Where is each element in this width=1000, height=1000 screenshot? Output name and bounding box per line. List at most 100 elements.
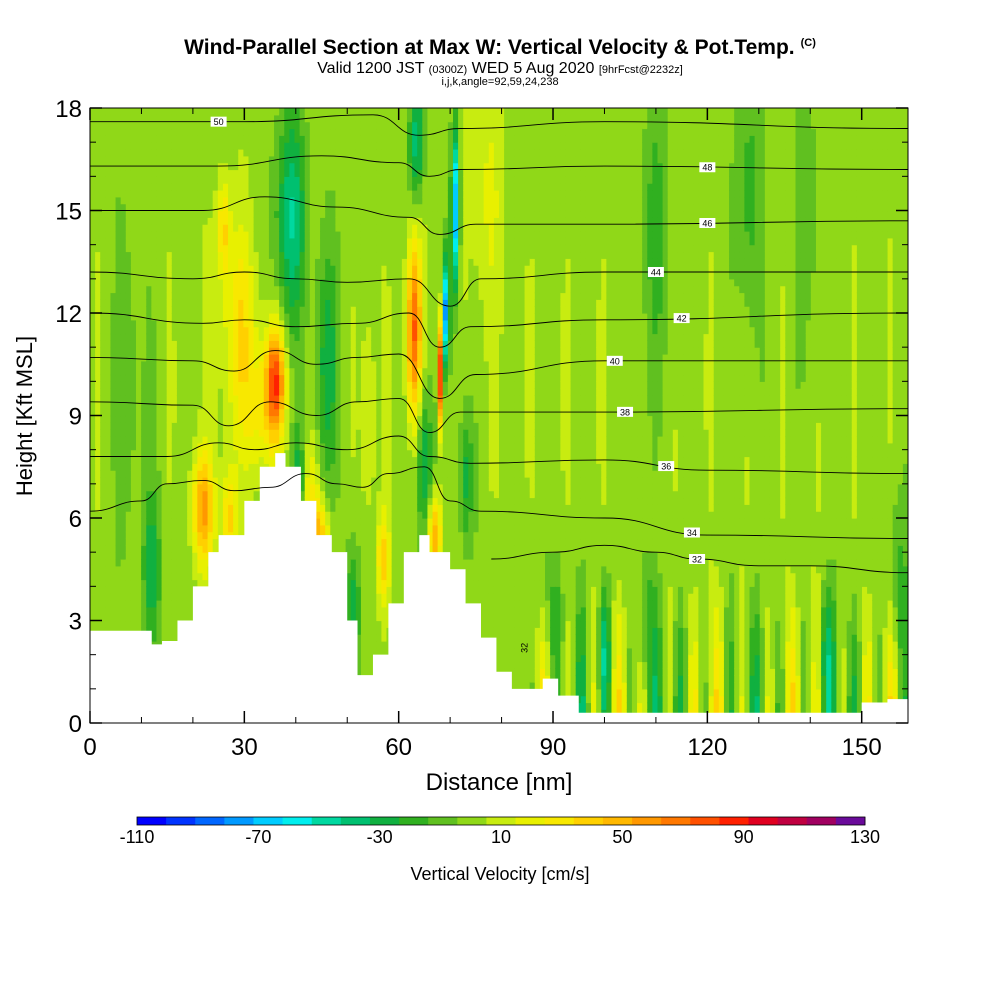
velocity-cell (130, 244, 137, 253)
velocity-cell (314, 135, 321, 143)
chart-title: Wind-Parallel Section at Max W: Vertical… (184, 36, 816, 59)
velocity-cell (171, 565, 178, 574)
velocity-cell (156, 422, 163, 430)
velocity-cell (330, 518, 336, 526)
velocity-cell (335, 190, 342, 198)
velocity-cell (202, 203, 209, 212)
velocity-cell (233, 313, 239, 321)
velocity-cell (360, 367, 367, 376)
velocity-cell (335, 231, 342, 239)
velocity-cell (330, 531, 336, 540)
velocity-cell (110, 463, 117, 471)
velocity-cell (238, 395, 244, 403)
velocity-cell (366, 285, 372, 294)
velocity-cell (95, 388, 101, 396)
velocity-cell (335, 183, 342, 191)
velocity-cell (371, 436, 377, 444)
velocity-cell (366, 319, 372, 328)
velocity-cell (222, 210, 229, 218)
velocity-cell (146, 429, 152, 437)
velocity-cell (284, 442, 290, 451)
velocity-cell (90, 593, 96, 601)
velocity-cell (360, 442, 367, 451)
velocity-cell (304, 456, 311, 464)
velocity-cell (125, 401, 132, 410)
velocity-cell (176, 470, 183, 478)
velocity-cell (263, 360, 270, 369)
velocity-cell (371, 593, 377, 601)
velocity-cell (355, 559, 362, 567)
velocity-cell (263, 162, 270, 171)
velocity-cell (146, 456, 152, 464)
velocity-cell (125, 395, 132, 403)
velocity-cell (125, 436, 132, 444)
velocity-cell (176, 497, 183, 505)
velocity-cell (182, 531, 188, 540)
velocity-cell (233, 162, 239, 171)
velocity-cell (95, 285, 101, 294)
velocity-cell (253, 149, 260, 157)
velocity-cell (212, 442, 219, 451)
velocity-cell (156, 190, 163, 198)
velocity-cell (130, 593, 137, 601)
velocity-cell (176, 176, 183, 184)
velocity-cell (335, 490, 342, 499)
velocity-cell (110, 278, 117, 287)
velocity-cell (212, 518, 219, 526)
velocity-cell (161, 613, 168, 622)
velocity-cell (263, 272, 270, 280)
velocity-cell (166, 408, 173, 417)
velocity-cell (212, 422, 219, 430)
velocity-cell (299, 231, 306, 239)
velocity-cell (279, 442, 285, 451)
velocity-cell (197, 210, 204, 218)
velocity-cell (284, 367, 290, 376)
velocity-cell (228, 149, 234, 157)
velocity-cell (284, 326, 290, 335)
velocity-cell (366, 518, 372, 526)
velocity-cell (304, 149, 311, 157)
velocity-cell (171, 272, 178, 280)
velocity-cell (146, 442, 152, 451)
velocity-cell (228, 463, 234, 471)
velocity-cell (176, 278, 183, 287)
velocity-cell (320, 333, 326, 341)
velocity-cell (325, 265, 331, 273)
velocity-cell (299, 415, 306, 423)
velocity-cell (304, 374, 311, 382)
velocity-cell (309, 374, 316, 382)
velocity-cell (360, 135, 367, 143)
velocity-cell (176, 606, 183, 615)
velocity-cell (360, 463, 367, 471)
velocity-cell (171, 552, 178, 560)
velocity-cell (355, 272, 362, 280)
velocity-cell (176, 442, 183, 451)
velocity-cell (146, 545, 152, 553)
velocity-cell (340, 183, 347, 191)
velocity-cell (202, 190, 209, 198)
velocity-cell (320, 347, 326, 355)
velocity-cell (156, 278, 163, 287)
velocity-cell (171, 231, 178, 239)
velocity-cell (151, 333, 158, 341)
velocity-cell (233, 190, 239, 198)
velocity-cell (325, 313, 331, 321)
velocity-cell (141, 395, 147, 403)
velocity-cell (141, 552, 147, 560)
velocity-cell (166, 169, 173, 177)
velocity-cell (355, 395, 362, 403)
velocity-cell (299, 162, 306, 171)
velocity-cell (90, 272, 96, 280)
velocity-cell (268, 381, 275, 389)
velocity-cell (105, 142, 112, 150)
velocity-cell (243, 415, 250, 423)
velocity-cell (212, 313, 219, 321)
velocity-cell (345, 347, 352, 355)
velocity-cell (136, 169, 142, 177)
velocity-cell (171, 258, 178, 266)
velocity-cell (171, 456, 178, 464)
velocity-cell (171, 149, 178, 157)
velocity-cell (320, 490, 326, 499)
velocity-cell (115, 278, 122, 287)
velocity-cell (366, 559, 372, 567)
